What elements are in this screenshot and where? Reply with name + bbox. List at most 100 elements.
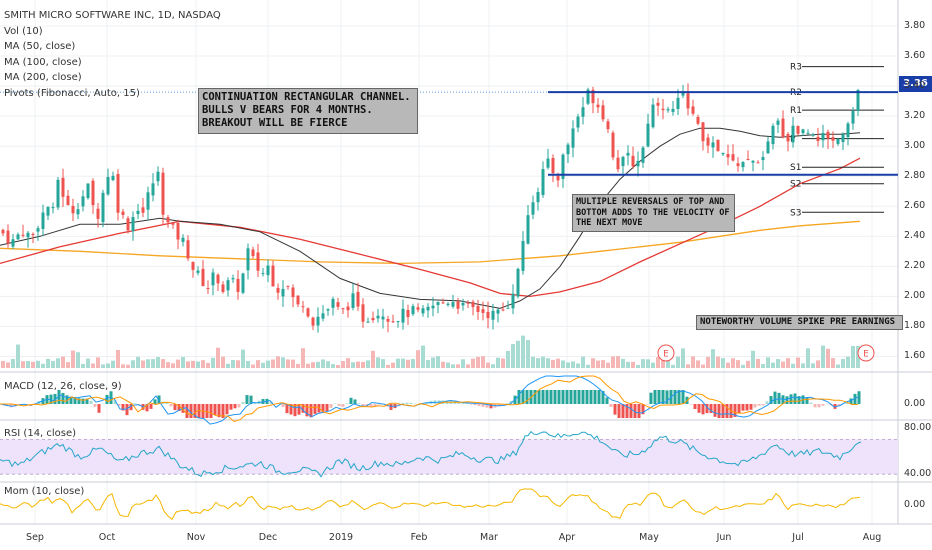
mom-label[interactable]: Mom (10, close) bbox=[4, 486, 85, 497]
price-tick-label: 1.80 bbox=[904, 320, 926, 332]
earnings-marker bbox=[657, 344, 675, 362]
macd-histogram-bar bbox=[177, 404, 181, 412]
macd-histogram-bar bbox=[309, 404, 313, 418]
volume-bar bbox=[76, 352, 80, 368]
volume-bar bbox=[516, 340, 520, 368]
candle-body bbox=[281, 288, 285, 297]
symbol-title[interactable]: SMITH MICRO SOFTWARE INC, 1D, NASDAQ bbox=[4, 10, 221, 21]
candle-body bbox=[456, 301, 460, 309]
macd-histogram-bar bbox=[369, 404, 373, 408]
macd-histogram-bar bbox=[241, 401, 245, 404]
candle-body bbox=[656, 102, 660, 106]
volume-bar bbox=[446, 362, 450, 368]
volume-bar bbox=[836, 364, 840, 368]
macd-histogram-bar bbox=[793, 393, 797, 404]
macd-histogram-bar bbox=[737, 404, 741, 414]
volume-bar bbox=[231, 359, 235, 368]
legend-ma50[interactable]: MA (50, close) bbox=[4, 41, 76, 52]
macd-histogram-bar bbox=[673, 390, 677, 404]
macd-histogram-bar bbox=[337, 404, 341, 406]
channel-note[interactable]: CONTINUATION RECTANGULAR CHANNEL. BULLS … bbox=[198, 88, 418, 134]
volume-bar bbox=[246, 361, 250, 368]
rsi-tick-label: 40.00 bbox=[904, 468, 932, 480]
macd-histogram-bar bbox=[653, 390, 657, 404]
volume-bar bbox=[376, 357, 380, 368]
macd-histogram-bar bbox=[697, 404, 701, 413]
legend-ma100[interactable]: MA (100, close) bbox=[4, 56, 82, 68]
volume-bar bbox=[606, 362, 610, 368]
macd-histogram-bar bbox=[49, 394, 53, 404]
legend-pivots[interactable]: Pivots (Fibonacci, Auto, 15) bbox=[4, 87, 140, 99]
volume-bar bbox=[576, 363, 580, 368]
candle-body bbox=[216, 274, 220, 284]
macd-histogram-bar bbox=[225, 404, 229, 415]
volume-bar bbox=[701, 364, 705, 368]
volume-bar bbox=[656, 357, 660, 368]
macd-histogram-bar bbox=[717, 404, 721, 418]
macd-histogram-bar bbox=[313, 404, 317, 414]
candle-body bbox=[486, 311, 490, 319]
macd-histogram-bar bbox=[789, 394, 793, 404]
volume-bar bbox=[636, 364, 640, 368]
macd-histogram-bar bbox=[285, 404, 289, 414]
macd-histogram-bar bbox=[469, 404, 473, 405]
candle-body bbox=[356, 291, 360, 307]
volume-bar bbox=[461, 359, 465, 368]
macd-histogram-bar bbox=[297, 404, 301, 415]
volume-bar bbox=[631, 361, 635, 368]
candle-body bbox=[241, 273, 245, 293]
macd-histogram-bar bbox=[53, 393, 57, 404]
candle-body bbox=[461, 302, 465, 306]
candle-body bbox=[191, 262, 195, 270]
volume-note[interactable]: NOTEWORTHY VOLUME SPIKE PRE EARNINGS bbox=[696, 315, 903, 330]
volume-bar bbox=[366, 360, 370, 368]
macd-histogram-bar bbox=[773, 391, 777, 404]
macd-histogram-bar bbox=[521, 390, 525, 404]
legend-volume[interactable]: Vol (10) bbox=[4, 25, 43, 37]
candle-body bbox=[696, 116, 700, 124]
candle-body bbox=[676, 97, 680, 110]
macd-histogram-bar bbox=[845, 402, 849, 404]
volume-bar bbox=[476, 356, 480, 368]
candle-body bbox=[641, 147, 645, 163]
macd-histogram-bar bbox=[857, 391, 861, 404]
candle-body bbox=[401, 308, 405, 323]
candle-body bbox=[101, 192, 105, 223]
macd-histogram-bar bbox=[229, 404, 233, 410]
macd-label[interactable]: MACD (12, 26, close, 9) bbox=[4, 381, 122, 392]
macd-histogram-bar bbox=[233, 404, 237, 409]
candle-body bbox=[296, 295, 300, 305]
volume-bar bbox=[661, 357, 665, 368]
macd-histogram-bar bbox=[541, 390, 545, 404]
candle-body bbox=[171, 222, 175, 225]
note1-line2: BULLS V BEARS FOR 4 MONTHS. bbox=[202, 104, 373, 116]
legend-ma200[interactable]: MA (200, close) bbox=[4, 72, 82, 83]
note2-line3: THE NEXT MOVE bbox=[576, 218, 643, 228]
volume-bar bbox=[696, 360, 700, 368]
volume-bar bbox=[291, 359, 295, 368]
volume-bar bbox=[256, 360, 260, 368]
candle-body bbox=[326, 309, 330, 311]
volume-bar bbox=[421, 345, 425, 368]
candle-body bbox=[706, 137, 710, 146]
price-tick-label: 2.00 bbox=[904, 290, 926, 302]
candle-body bbox=[251, 249, 255, 257]
rsi-label[interactable]: RSI (14, close) bbox=[4, 428, 77, 439]
volume-bar bbox=[146, 359, 150, 368]
volume-bar bbox=[711, 349, 715, 368]
macd-histogram-bar bbox=[757, 404, 761, 406]
time-tick-label: Apr bbox=[558, 532, 576, 543]
volume-bar bbox=[191, 360, 195, 368]
macd-histogram-bar bbox=[765, 401, 769, 404]
macd-histogram-bar bbox=[349, 397, 353, 404]
macd-histogram-bar bbox=[253, 402, 257, 404]
candle-body bbox=[231, 278, 235, 280]
reversal-note[interactable]: MULTIPLE REVERSALS OF TOP AND BOTTOM ADD… bbox=[572, 194, 735, 232]
candle-body bbox=[126, 218, 130, 231]
volume-bar bbox=[306, 363, 310, 368]
candle-body bbox=[726, 154, 730, 158]
volume-bar bbox=[481, 356, 485, 368]
candle-body bbox=[31, 234, 35, 236]
ma200-path bbox=[0, 220, 861, 265]
